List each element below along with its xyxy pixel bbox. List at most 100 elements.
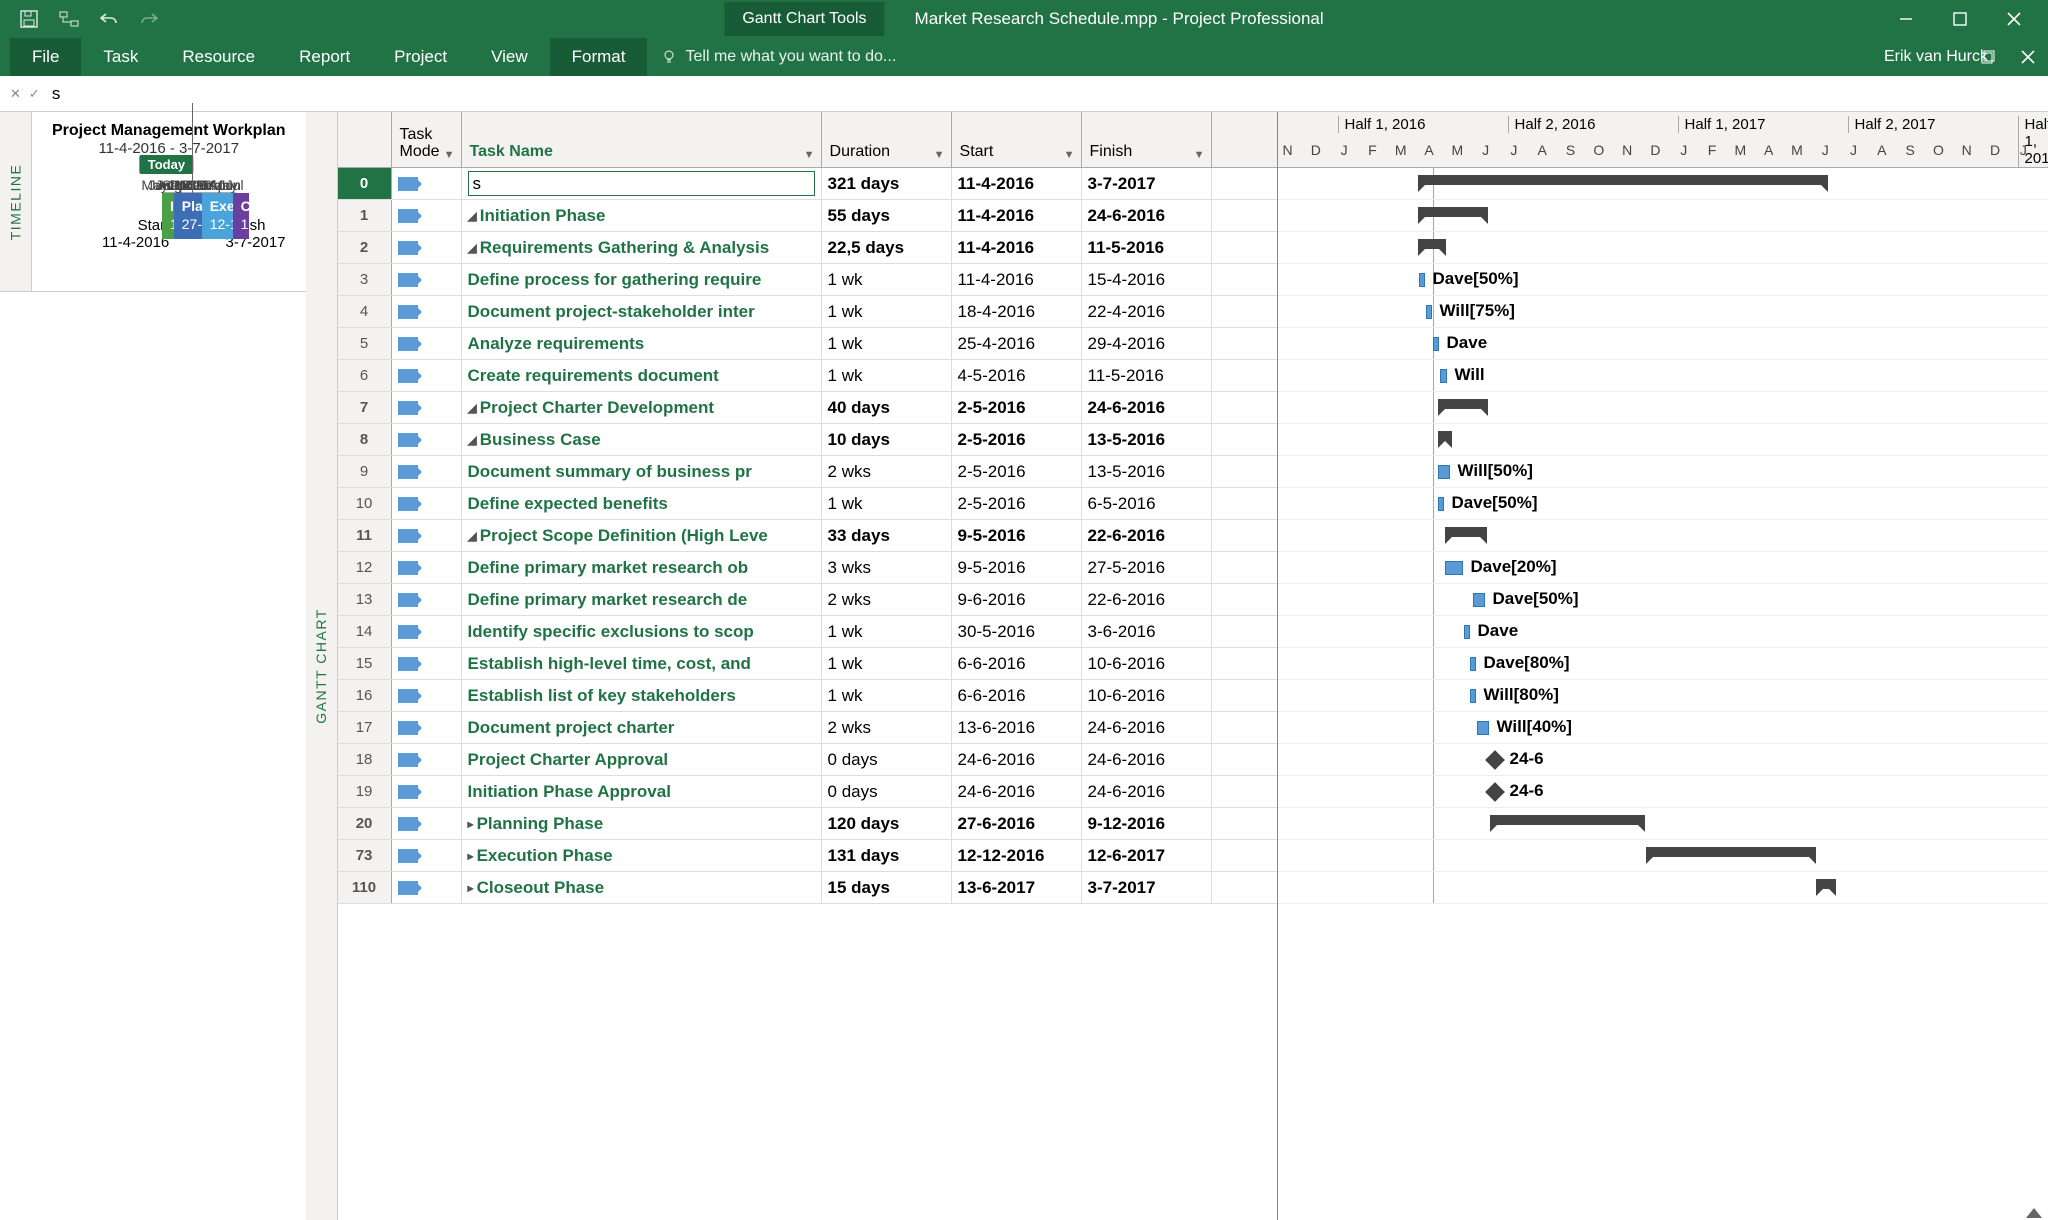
duration-cell[interactable]: 1 wk	[822, 616, 952, 647]
table-row[interactable]: 20▸Planning Phase120 days27-6-20169-12-2…	[338, 808, 1277, 840]
gantt-row[interactable]	[1278, 840, 2048, 872]
save-icon[interactable]	[18, 8, 40, 30]
task-mode-cell[interactable]	[392, 872, 462, 903]
expand-icon[interactable]: ▸	[468, 849, 474, 863]
finish-cell[interactable]: 24-6-2016	[1082, 712, 1212, 743]
task-name-cell[interactable]: Document project charter	[462, 712, 822, 743]
expand-icon[interactable]: ◢	[468, 529, 477, 543]
table-row[interactable]: 15Establish high-level time, cost, and1 …	[338, 648, 1277, 680]
expand-icon[interactable]: ◢	[468, 401, 477, 415]
gantt-row[interactable]: 24-6	[1278, 776, 2048, 808]
table-row[interactable]: 110▸Closeout Phase15 days13-6-20173-7-20…	[338, 872, 1277, 904]
task-name-cell[interactable]: ▸Planning Phase	[462, 808, 822, 839]
cancel-entry-icon[interactable]: ✕	[10, 86, 21, 102]
row-number[interactable]: 12	[338, 552, 392, 583]
task-name-cell[interactable]: ◢Project Charter Development	[462, 392, 822, 423]
start-cell[interactable]: 24-6-2016	[952, 744, 1082, 775]
duration-cell[interactable]: 55 days	[822, 200, 952, 231]
start-cell[interactable]: 11-4-2016	[952, 168, 1082, 199]
duration-cell[interactable]: 2 wks	[822, 712, 952, 743]
duration-cell[interactable]: 10 days	[822, 424, 952, 455]
duration-cell[interactable]: 0 days	[822, 776, 952, 807]
ribbon-restore-button[interactable]	[1968, 38, 2008, 76]
task-mode-cell[interactable]	[392, 232, 462, 263]
row-number[interactable]: 18	[338, 744, 392, 775]
finish-cell[interactable]: 3-7-2017	[1082, 168, 1212, 199]
col-task-name[interactable]: Task Name▼	[462, 112, 822, 167]
timeline-phase[interactable]: Planning Phase27-6-2016 - 9-12-2016	[174, 193, 202, 239]
start-cell[interactable]: 9-5-2016	[952, 520, 1082, 551]
gantt-row[interactable]: Dave	[1278, 328, 2048, 360]
start-cell[interactable]: 2-5-2016	[952, 424, 1082, 455]
duration-cell[interactable]: 2 wks	[822, 456, 952, 487]
task-name-cell[interactable]: Define primary market research ob	[462, 552, 822, 583]
gantt-row[interactable]	[1278, 808, 2048, 840]
start-cell[interactable]: 11-4-2016	[952, 232, 1082, 263]
expand-icon[interactable]: ◢	[468, 209, 477, 223]
duration-cell[interactable]: 321 days	[822, 168, 952, 199]
row-number[interactable]: 1	[338, 200, 392, 231]
finish-cell[interactable]: 27-5-2016	[1082, 552, 1212, 583]
finish-cell[interactable]: 10-6-2016	[1082, 680, 1212, 711]
gantt-row[interactable]: Will[75%]	[1278, 296, 2048, 328]
table-row[interactable]: 2◢Requirements Gathering & Analysis22,5 …	[338, 232, 1277, 264]
finish-cell[interactable]: 24-6-2016	[1082, 200, 1212, 231]
gantt-row[interactable]	[1278, 232, 2048, 264]
row-number[interactable]: 110	[338, 872, 392, 903]
summary-bar[interactable]	[1646, 847, 1816, 857]
start-cell[interactable]: 6-6-2016	[952, 680, 1082, 711]
table-row[interactable]: 8◢Business Case10 days2-5-201613-5-2016	[338, 424, 1277, 456]
finish-cell[interactable]: 3-7-2017	[1082, 872, 1212, 903]
task-mode-cell[interactable]	[392, 648, 462, 679]
row-number[interactable]: 16	[338, 680, 392, 711]
ribbon-tab-view[interactable]: View	[469, 38, 550, 76]
finish-cell[interactable]: 22-6-2016	[1082, 584, 1212, 615]
duration-cell[interactable]: 1 wk	[822, 488, 952, 519]
start-cell[interactable]: 2-5-2016	[952, 456, 1082, 487]
gantt-row[interactable]: Dave[50%]	[1278, 264, 2048, 296]
ribbon-tab-report[interactable]: Report	[277, 38, 372, 76]
summary-bar[interactable]	[1445, 527, 1487, 537]
gantt-row[interactable]: Dave[50%]	[1278, 488, 2048, 520]
task-name-cell[interactable]: ◢Requirements Gathering & Analysis	[462, 232, 822, 263]
task-name-cell[interactable]: ◢Initiation Phase	[462, 200, 822, 231]
task-name-cell[interactable]	[462, 168, 822, 199]
task-mode-cell[interactable]	[392, 488, 462, 519]
chevron-down-icon[interactable]: ▼	[444, 149, 455, 161]
minimize-button[interactable]	[1886, 0, 1926, 38]
task-mode-cell[interactable]	[392, 776, 462, 807]
task-name-input[interactable]	[468, 171, 815, 196]
task-bar[interactable]	[1438, 497, 1444, 511]
table-row[interactable]: 16Establish list of key stakeholders1 wk…	[338, 680, 1277, 712]
row-number[interactable]: 5	[338, 328, 392, 359]
expand-icon[interactable]: ▸	[468, 817, 474, 831]
gantt-row[interactable]	[1278, 200, 2048, 232]
timeline-panel[interactable]: Project Management Workplan 11-4-2016 - …	[32, 112, 306, 291]
task-mode-cell[interactable]	[392, 424, 462, 455]
gantt-row[interactable]	[1278, 520, 2048, 552]
gantt-row[interactable]: Will[50%]	[1278, 456, 2048, 488]
finish-cell[interactable]: 24-6-2016	[1082, 744, 1212, 775]
finish-cell[interactable]: 15-4-2016	[1082, 264, 1212, 295]
ribbon-tab-task[interactable]: Task	[81, 38, 160, 76]
start-cell[interactable]: 11-4-2016	[952, 200, 1082, 231]
finish-cell[interactable]: 13-5-2016	[1082, 424, 1212, 455]
duration-cell[interactable]: 1 wk	[822, 360, 952, 391]
entry-input[interactable]	[48, 84, 2038, 104]
gantt-row[interactable]: Dave[50%]	[1278, 584, 2048, 616]
start-cell[interactable]: 12-12-2016	[952, 840, 1082, 871]
start-cell[interactable]: 13-6-2017	[952, 872, 1082, 903]
duration-cell[interactable]: 3 wks	[822, 552, 952, 583]
duration-cell[interactable]: 1 wk	[822, 648, 952, 679]
milestone-icon[interactable]	[1485, 750, 1505, 770]
start-cell[interactable]: 2-5-2016	[952, 392, 1082, 423]
gantt-row[interactable]	[1278, 392, 2048, 424]
task-mode-cell[interactable]	[392, 840, 462, 871]
table-row[interactable]: 11◢Project Scope Definition (High Leve33…	[338, 520, 1277, 552]
task-mode-cell[interactable]	[392, 456, 462, 487]
timeline-phase[interactable]: Closeou13-6-20	[233, 193, 249, 239]
ribbon-tab-format[interactable]: Format	[550, 38, 648, 76]
task-name-cell[interactable]: Define expected benefits	[462, 488, 822, 519]
task-mode-cell[interactable]	[392, 328, 462, 359]
task-mode-cell[interactable]	[392, 296, 462, 327]
